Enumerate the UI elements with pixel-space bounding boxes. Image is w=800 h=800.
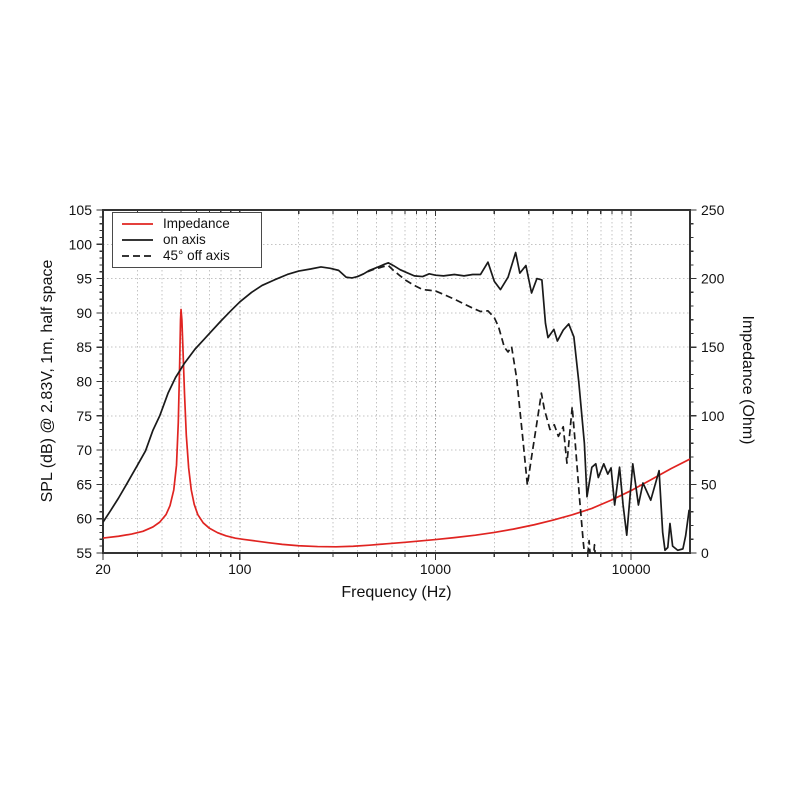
off-axis-line-swatch <box>122 255 153 257</box>
legend-item-impedance: Impedance <box>122 216 261 232</box>
right-axis-title: Impedance (Ohm) <box>739 315 756 445</box>
y-left-tick-label: 70 <box>76 442 92 458</box>
y-right-tick-label: 50 <box>701 476 717 492</box>
45-off-axis-curve <box>367 264 596 553</box>
y-left-tick-label: 80 <box>76 374 92 390</box>
impedance-curve <box>103 308 690 548</box>
y-right-tick-label: 0 <box>701 545 709 561</box>
y-left-tick-label: 85 <box>76 339 92 355</box>
y-left-tick-label: 105 <box>69 202 93 218</box>
legend-item-on-axis: on axis <box>122 232 261 248</box>
y-left-tick-label: 55 <box>76 545 92 561</box>
x-tick-label: 100 <box>228 561 252 577</box>
left-axis-title: SPL (dB) @ 2.83V, 1m, half space <box>39 259 56 503</box>
on-axis-line-swatch <box>122 239 153 241</box>
plot-border <box>102 209 691 554</box>
legend: Impedance on axis 45° off axis <box>112 212 262 268</box>
axis-ticks <box>96 209 697 560</box>
legend-label-off-axis: 45° off axis <box>163 248 230 263</box>
impedance-line-swatch <box>122 223 153 225</box>
tick-labels: 55 60 65 70 75 80 85 90 95 100 105 0 50 100 150 200 250 2… <box>69 202 725 577</box>
y-right-tick-label: 200 <box>701 271 725 287</box>
y-right-tick-label: 250 <box>701 202 725 218</box>
y-left-tick-label: 60 <box>76 511 92 527</box>
y-left-tick-label: 90 <box>76 305 92 321</box>
x-tick-label: 10000 <box>612 561 651 577</box>
y-left-tick-label: 75 <box>76 408 92 424</box>
y-left-tick-label: 65 <box>76 476 92 492</box>
legend-item-off-axis: 45° off axis <box>122 248 261 264</box>
curves <box>103 251 690 553</box>
legend-label-impedance: Impedance <box>163 216 230 231</box>
x-tick-label: 1000 <box>420 561 451 577</box>
y-left-tick-label: 95 <box>76 271 92 287</box>
on-axis-curve <box>103 251 690 552</box>
y-left-tick-label: 100 <box>69 236 93 252</box>
x-axis-title: Frequency (Hz) <box>341 584 452 601</box>
legend-label-on-axis: on axis <box>163 232 206 247</box>
y-right-tick-label: 100 <box>701 408 725 424</box>
x-tick-label: 20 <box>95 561 111 577</box>
y-right-tick-label: 150 <box>701 339 725 355</box>
